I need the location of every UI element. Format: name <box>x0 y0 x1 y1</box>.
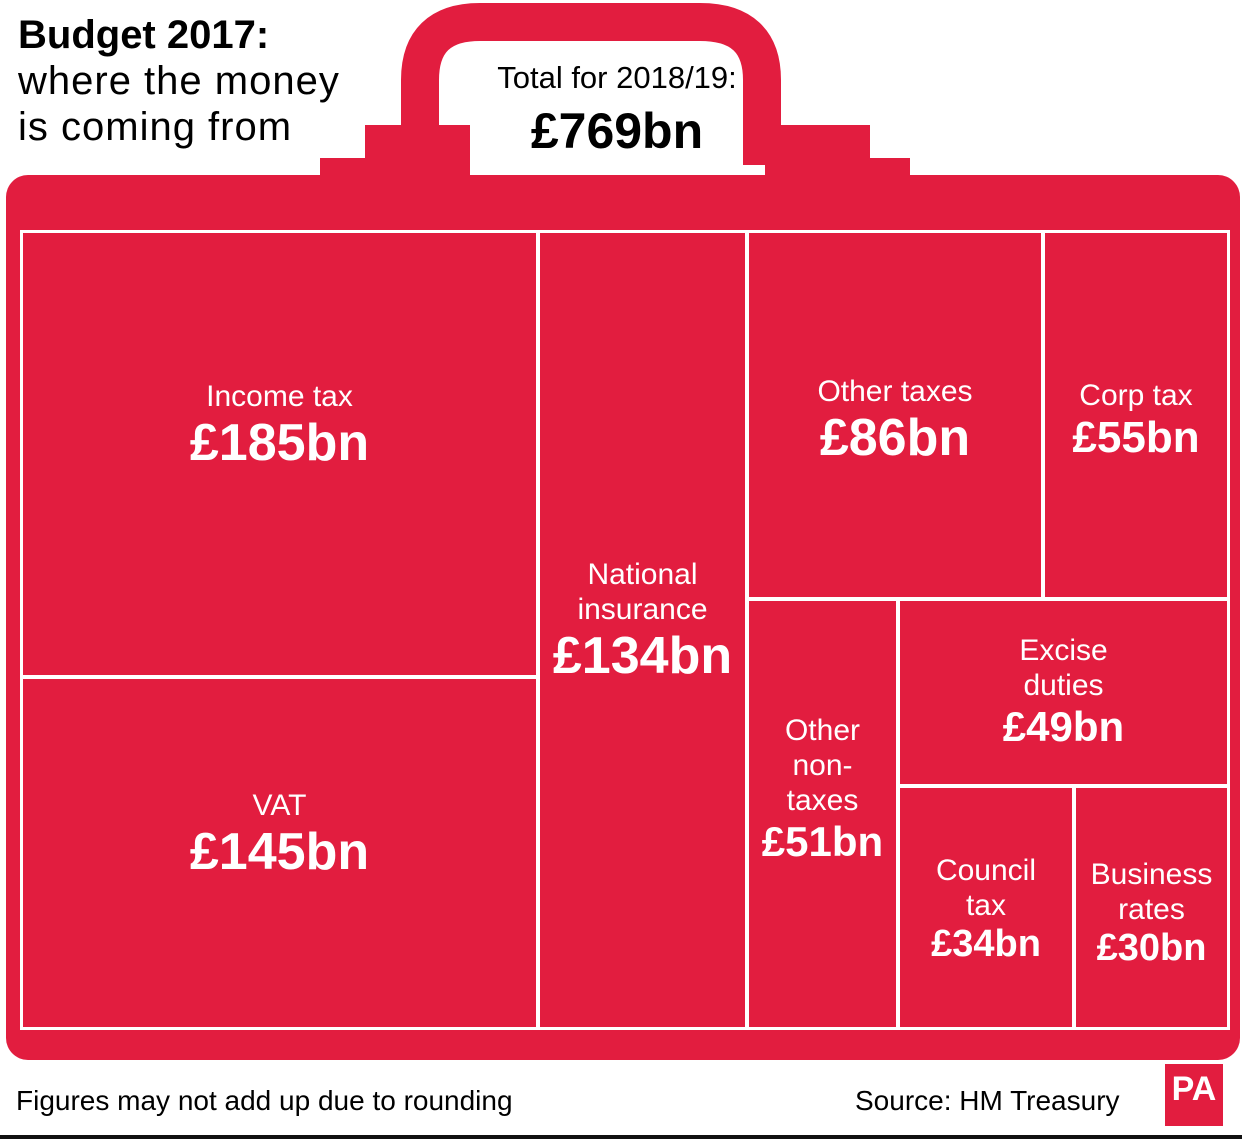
category-label: VAT <box>252 788 307 822</box>
cell: Other taxes £86bn <box>746 230 1044 600</box>
cell: Excise duties £49bn <box>897 598 1230 787</box>
cell-text: National insurance £134bn <box>553 557 732 687</box>
cell: Other non- taxes £51bn <box>746 598 899 1030</box>
category-label: Other taxes <box>817 374 973 408</box>
title: Budget 2017: <box>18 13 270 57</box>
cell-text: Other non- taxes £51bn <box>762 713 883 866</box>
category-label: Income tax <box>206 379 353 413</box>
value-label: £34bn <box>931 922 1041 965</box>
value-label: £30bn <box>1096 926 1207 969</box>
logo: PA <box>1171 1070 1217 1108</box>
value-label: £145bn <box>189 822 370 881</box>
cell: National insurance £134bn <box>537 230 748 1030</box>
cell-text: Excise duties £49bn <box>1003 633 1124 751</box>
cell: Corp tax £55bn <box>1042 230 1230 600</box>
handle <box>401 3 781 165</box>
cell: Income tax £185bn <box>20 230 539 678</box>
cell-text: Business rates £30bn <box>1091 857 1213 971</box>
value-label: £55bn <box>1072 413 1200 463</box>
cell-text: Income tax £185bn <box>190 379 369 474</box>
total-label: Total for 2018/19: <box>497 60 737 95</box>
cell-text: Council tax £34bn <box>931 853 1041 967</box>
logo-box <box>1165 1064 1223 1126</box>
value-label: £49bn <box>1002 703 1125 751</box>
category-label: Excise duties <box>1019 634 1108 703</box>
category-label: Business rates <box>1090 857 1213 926</box>
note: Figures may not add up due to rounding <box>16 1085 513 1116</box>
category-label: Corp tax <box>1079 379 1193 413</box>
category-label: National insurance <box>577 558 708 627</box>
category-label: Other non- taxes <box>784 714 860 818</box>
cell: VAT £145bn <box>20 676 539 1030</box>
cell-text: Other taxes £86bn <box>817 374 972 469</box>
value-label: £86bn <box>819 408 971 467</box>
value-label: £51bn <box>761 818 884 866</box>
cell-text: Corp tax £55bn <box>1072 378 1199 464</box>
value-label: £185bn <box>189 413 370 472</box>
cell: Council tax £34bn <box>897 785 1075 1030</box>
total-value: £769bn <box>530 103 704 159</box>
category-label: Council tax <box>935 853 1037 922</box>
cell: Business rates £30bn <box>1073 785 1230 1030</box>
handle-foot <box>320 158 470 180</box>
source: Source: HM Treasury <box>855 1085 1120 1116</box>
cell-text: VAT £145bn <box>190 788 369 883</box>
subtitle: where the money is coming from <box>18 59 340 149</box>
handle-foot <box>765 158 910 180</box>
value-label: £134bn <box>552 627 733 686</box>
